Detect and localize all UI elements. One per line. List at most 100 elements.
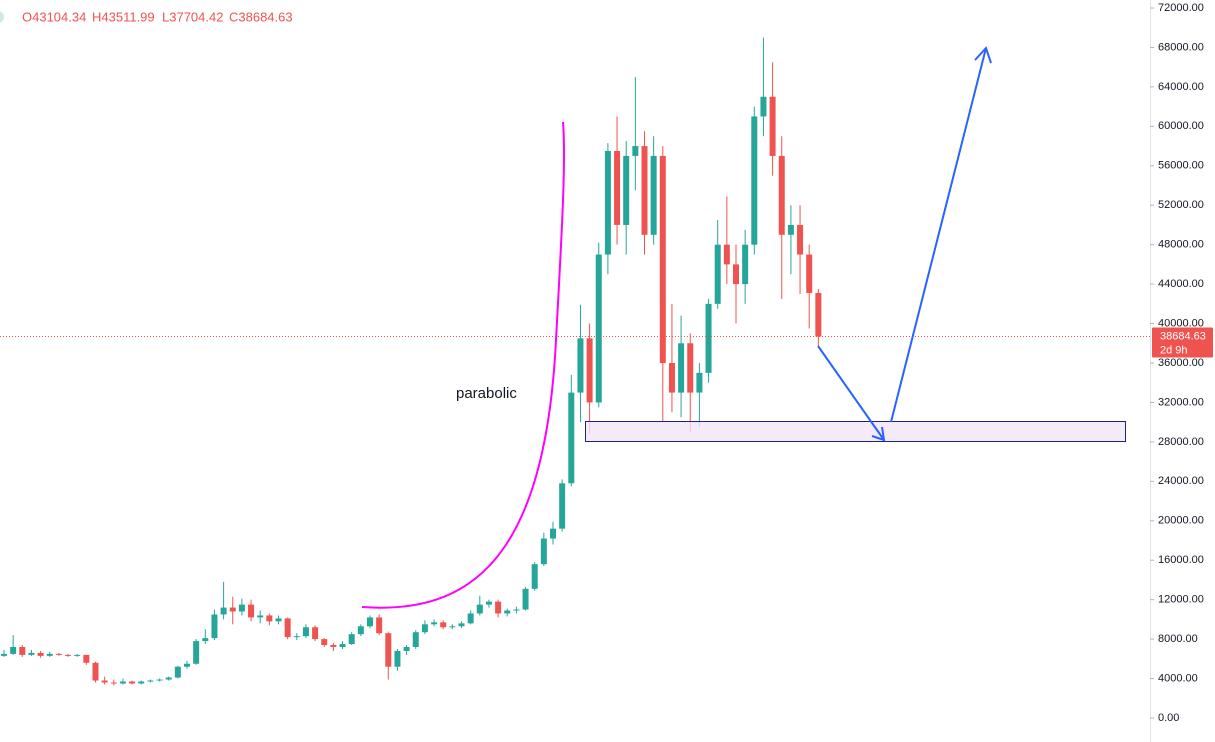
candle-body: [376, 617, 383, 634]
arrowhead: [871, 426, 886, 442]
candle-body: [668, 363, 675, 393]
candle-body: [531, 564, 538, 589]
candle-body: [129, 681, 136, 684]
candle-body: [797, 224, 804, 255]
candle-body: [614, 150, 621, 225]
candle-body: [806, 254, 813, 293]
candle-body: [330, 645, 337, 647]
y-tick-label: 32000.00: [1158, 396, 1204, 408]
candle-body: [522, 588, 529, 610]
y-tick-label: 0.00: [1158, 712, 1179, 724]
y-tick-label: 72000.00: [1158, 2, 1204, 14]
candle-body: [550, 528, 556, 539]
candle-body: [723, 244, 730, 265]
candle-body: [385, 633, 392, 667]
candle-body: [193, 641, 200, 664]
candle-body: [678, 343, 685, 393]
candles: [0, 37, 1150, 686]
candle-body: [293, 636, 300, 638]
candle-body: [787, 224, 794, 235]
support-zone[interactable]: [585, 421, 1126, 442]
candle-body: [37, 652, 44, 656]
candle-body: [604, 150, 611, 255]
candle-body: [83, 654, 90, 663]
candle-body: [174, 666, 181, 678]
y-tick-label: 60000.00: [1158, 120, 1204, 132]
y-tick-label: 12000.00: [1158, 594, 1204, 606]
candle-body: [156, 679, 163, 681]
candle-body: [275, 618, 282, 622]
candle-body: [229, 607, 236, 612]
y-tick-label: 20000.00: [1158, 515, 1204, 527]
symbol-icon[interactable]: [0, 11, 4, 23]
candle-body: [476, 604, 483, 614]
candle-body: [742, 244, 749, 285]
candle-body: [440, 622, 447, 628]
candle-body: [238, 604, 245, 612]
arrowhead: [974, 46, 992, 64]
candle-body: [394, 650, 401, 667]
candle-body: [559, 483, 566, 529]
candle-body: [184, 663, 190, 667]
candle-body: [449, 626, 456, 628]
candle-body: [220, 607, 227, 615]
candle-body: [348, 634, 355, 645]
y-tick-label: 16000.00: [1158, 554, 1204, 566]
y-tick-label: 28000.00: [1158, 436, 1204, 448]
candle-body: [284, 618, 291, 638]
candle-body: [65, 654, 72, 656]
candle-body: [119, 681, 126, 684]
candle-body: [687, 343, 694, 393]
y-tick-label: 52000.00: [1158, 199, 1204, 211]
candle-body: [1, 653, 7, 656]
candle-body: [659, 155, 666, 363]
y-tick-label: 44000.00: [1158, 278, 1204, 290]
candle-body: [760, 96, 767, 117]
candle-body: [110, 682, 117, 684]
candle-body: [10, 647, 17, 654]
candle-body: [513, 609, 520, 611]
parabolic-curve[interactable]: [361, 121, 566, 609]
y-tick-label: 8000.00: [1158, 633, 1198, 645]
candle-body: [458, 623, 465, 627]
candle-body: [696, 372, 703, 393]
candle-body: [733, 264, 739, 285]
y-tick-label: 64000.00: [1158, 81, 1204, 93]
candle-body: [595, 254, 602, 403]
candle-body: [211, 614, 218, 639]
last-price-label: 38684.63: [1160, 330, 1206, 342]
candle-body: [339, 644, 346, 647]
candle-body: [367, 617, 373, 627]
candle-body: [751, 116, 758, 245]
y-tick-label: 40000.00: [1158, 317, 1204, 329]
candle-body: [540, 538, 547, 565]
candle-body: [485, 601, 492, 605]
candle-body: [650, 155, 657, 235]
candle-body: [202, 638, 209, 642]
candle-body: [577, 338, 584, 393]
y-tick-label: 24000.00: [1158, 475, 1204, 487]
countdown-label: 2d 9h: [1160, 344, 1188, 356]
candle-body: [248, 604, 255, 618]
candle-body: [467, 613, 474, 624]
candle-body: [641, 146, 648, 235]
y-tick-label: 68000.00: [1158, 41, 1204, 53]
y-tick-label: 48000.00: [1158, 239, 1204, 251]
candle-body: [568, 392, 575, 484]
projection-arrows[interactable]: [817, 46, 992, 442]
candle-body: [165, 677, 172, 680]
candle-body: [778, 155, 785, 235]
candle-body: [632, 146, 639, 156]
header-close: C38684.63: [229, 9, 293, 24]
candle-body: [714, 244, 721, 304]
arrow-up[interactable]: [890, 47, 987, 423]
header-open: O43104.34: [22, 9, 86, 24]
candle-body: [815, 292, 822, 337]
candle-body: [623, 155, 630, 225]
candle-body: [257, 615, 264, 618]
candle-body: [28, 652, 35, 655]
arrow-down[interactable]: [817, 345, 885, 441]
candle-body: [74, 654, 81, 656]
